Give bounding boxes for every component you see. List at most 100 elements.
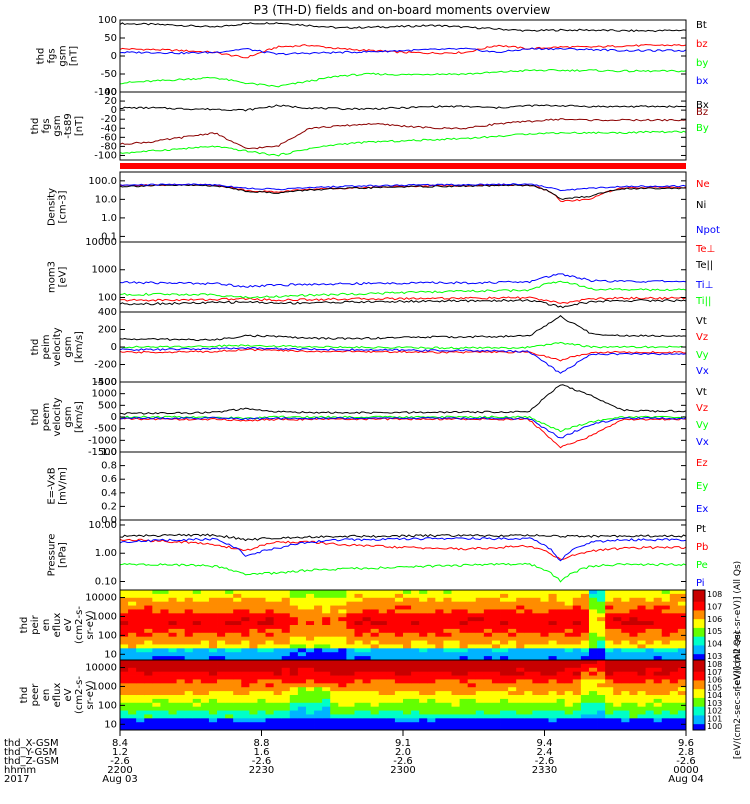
heat-cell-8-23-16 [305,652,315,657]
heat-cell-8-50-12 [524,636,533,641]
heat-cell-9-57-5 [580,679,590,684]
heat-cell-9-41-9 [451,695,460,700]
heat-cell-9-7-3 [176,671,186,676]
heat-cell-9-44-9 [475,695,485,700]
heat-cell-9-58-12 [588,706,598,711]
heat-cell-9-36-11 [411,702,420,708]
heat-cell-9-60-1 [605,663,614,669]
heat-cell-9-21-5 [289,679,299,684]
heat-cell-8-21-7 [289,617,299,622]
heat-cell-8-33-2 [386,597,396,603]
heat-cell-9-28-10 [346,698,355,704]
legend-fgs-1: bz [696,39,708,50]
heat-cell-8-24-1 [314,593,323,599]
heat-cell-9-28-2 [346,667,355,673]
heat-cell-9-19-0 [273,660,283,665]
heat-cell-9-61-7 [613,687,622,692]
heat-cell-9-0-3 [120,671,129,676]
heat-cell-8-17-14 [257,644,266,649]
heat-cell-9-34-6 [394,683,404,688]
heat-cell-8-4-4 [152,605,161,610]
heat-cell-9-13-4 [225,675,234,680]
heat-cell-8-41-8 [451,621,460,626]
heat-cell-8-39-6 [435,613,444,618]
ylabel-p9-0: thd [19,687,30,704]
heat-cell-9-53-3 [548,671,558,676]
colorbar-tick-8-5: 103 [707,652,722,661]
series-line-pressure-2 [119,562,687,583]
heat-cell-9-29-1 [354,663,363,669]
ylabel-p8-2: en [41,619,52,632]
heat-cell-9-15-3 [241,671,250,676]
heat-cell-8-6-5 [168,609,177,614]
heat-cell-8-33-8 [386,621,396,626]
time-col-2-1: 2.0 [395,747,411,758]
heat-cell-9-22-2 [297,667,307,673]
heat-cell-8-69-8 [677,621,687,626]
heat-cell-9-5-15 [160,718,169,723]
heat-cell-8-15-13 [241,640,250,645]
heat-cell-9-20-17 [281,726,291,731]
heat-cell-8-18-13 [265,640,275,645]
heat-cell-9-0-15 [120,718,129,723]
heat-cell-9-56-11 [572,702,582,708]
heat-cell-9-44-13 [475,710,485,715]
heat-cell-9-36-4 [411,675,420,680]
heat-cell-8-46-3 [491,601,501,606]
heat-cell-9-18-12 [265,706,275,711]
heat-cell-8-29-8 [354,621,363,626]
heat-cell-8-2-6 [136,613,145,618]
heat-cell-9-25-14 [322,714,331,719]
heat-cell-9-39-2 [435,667,444,673]
heat-cell-8-13-1 [225,593,234,599]
heat-cell-8-66-11 [653,632,663,638]
heat-cell-8-54-14 [556,644,566,649]
heat-cell-9-15-13 [241,710,250,715]
heat-cell-8-41-3 [451,601,460,606]
heat-cell-9-1-3 [128,671,137,676]
panel-bg-fgs [120,20,686,92]
ylabel-p9-1: peer [30,683,41,707]
heat-cell-9-5-2 [160,667,169,673]
heat-cell-8-40-3 [443,601,452,606]
time-row-label-3: hhmm [4,765,36,776]
heat-cell-9-6-13 [168,710,177,715]
heat-cell-9-65-14 [645,714,655,719]
heat-cell-8-14-3 [233,601,242,606]
heat-cell-9-51-11 [532,702,541,708]
heat-cell-8-21-17 [289,656,299,661]
heat-cell-8-64-6 [637,613,646,618]
heat-cell-9-55-4 [564,675,574,680]
heat-cell-9-49-11 [516,702,525,708]
heat-cell-8-68-14 [669,644,679,649]
heat-cell-8-40-16 [443,652,452,657]
heat-cell-8-11-4 [208,605,218,610]
heat-cell-8-43-14 [467,644,477,649]
heat-cell-8-63-4 [629,605,638,610]
heat-cell-9-8-8 [184,691,194,696]
heat-cell-8-24-4 [314,605,323,610]
heat-cell-9-9-3 [192,671,202,676]
heat-cell-8-9-0 [192,590,202,595]
heat-cell-8-4-16 [152,652,161,657]
heat-cell-9-38-7 [427,687,436,692]
heat-cell-8-35-14 [403,644,412,649]
heat-cell-9-8-5 [184,679,194,684]
heat-cell-9-14-0 [233,660,242,665]
heat-cell-8-18-4 [265,605,275,610]
heat-cell-8-36-3 [411,601,420,606]
heat-cell-9-54-2 [556,667,566,673]
heat-cell-9-51-12 [532,706,541,711]
heat-cell-9-40-15 [443,718,452,723]
heat-cell-9-16-14 [249,714,258,719]
heat-cell-9-3-5 [144,679,153,684]
heat-cell-9-4-1 [152,663,161,669]
heat-cell-9-29-13 [354,710,363,715]
heat-cell-8-40-11 [443,632,452,638]
heat-cell-9-56-0 [572,660,582,665]
heat-cell-8-13-7 [225,617,234,622]
ytick-label-p1-0: 40 [104,87,117,98]
heat-cell-8-34-12 [394,636,404,641]
heat-cell-9-17-11 [257,702,266,708]
time-row-label-0: thd_X-GSM [4,738,59,749]
